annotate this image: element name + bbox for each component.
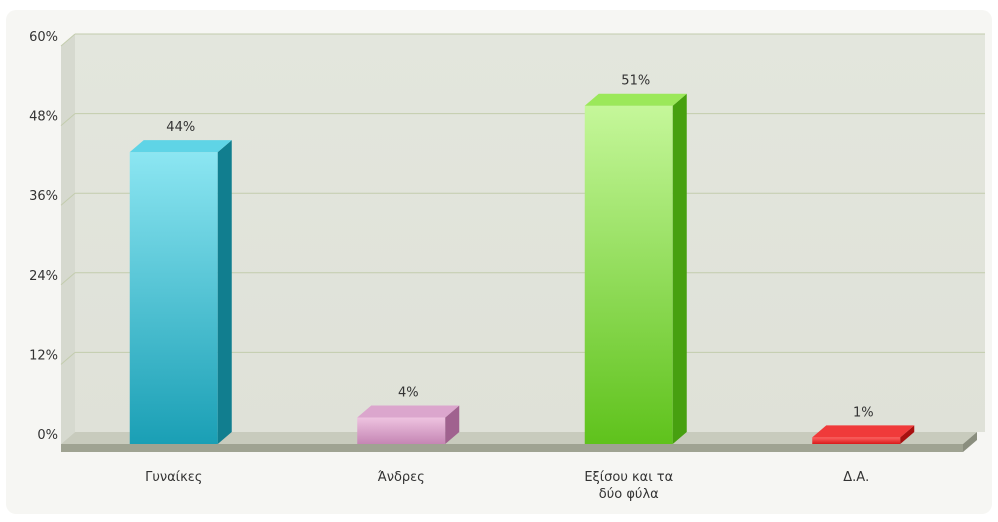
bar-front xyxy=(584,105,673,444)
bar-value-label: 51% xyxy=(621,74,650,89)
y-tick-label: 48% xyxy=(29,110,58,125)
gridline-side xyxy=(60,113,76,126)
bar-front xyxy=(129,152,218,444)
bar-value-label: 44% xyxy=(166,120,195,135)
bar-3 xyxy=(812,425,915,444)
bar-value-label: 1% xyxy=(853,405,874,420)
bar-top xyxy=(584,93,687,106)
y-tick-label: 60% xyxy=(29,30,58,45)
bar-side xyxy=(672,93,687,444)
x-tick-label: Δ.Α. xyxy=(843,470,869,485)
gridline-side xyxy=(60,33,76,47)
bar-front xyxy=(812,437,901,444)
floor-front xyxy=(61,444,963,452)
bar-side xyxy=(445,405,460,444)
gridline-side xyxy=(60,352,76,365)
gridline-side xyxy=(60,192,76,206)
bar-1 xyxy=(357,405,460,444)
floor-side xyxy=(963,432,977,452)
y-tick-label: 0% xyxy=(37,428,58,443)
bar-0 xyxy=(129,140,232,444)
floor-top xyxy=(61,432,977,444)
bar-2 xyxy=(584,93,687,444)
bar-side xyxy=(900,425,915,444)
y-tick-label: 36% xyxy=(29,189,58,204)
gridline-side xyxy=(60,272,76,286)
x-tick-label: Άνδρες xyxy=(378,470,425,485)
x-tick-label: Γυναίκες xyxy=(145,470,202,485)
bar-top xyxy=(812,425,915,438)
bar-top xyxy=(357,405,460,418)
bar-value-label: 4% xyxy=(398,385,419,400)
bar-side xyxy=(217,140,232,444)
y-tick-label: 12% xyxy=(29,348,58,363)
x-tick-label: Εξίσου και τα δύο φύλα xyxy=(584,470,673,502)
y-tick-label: 24% xyxy=(29,269,58,284)
bar-top xyxy=(129,140,232,153)
plot-left-wall xyxy=(61,34,75,444)
bar-front xyxy=(357,417,446,444)
